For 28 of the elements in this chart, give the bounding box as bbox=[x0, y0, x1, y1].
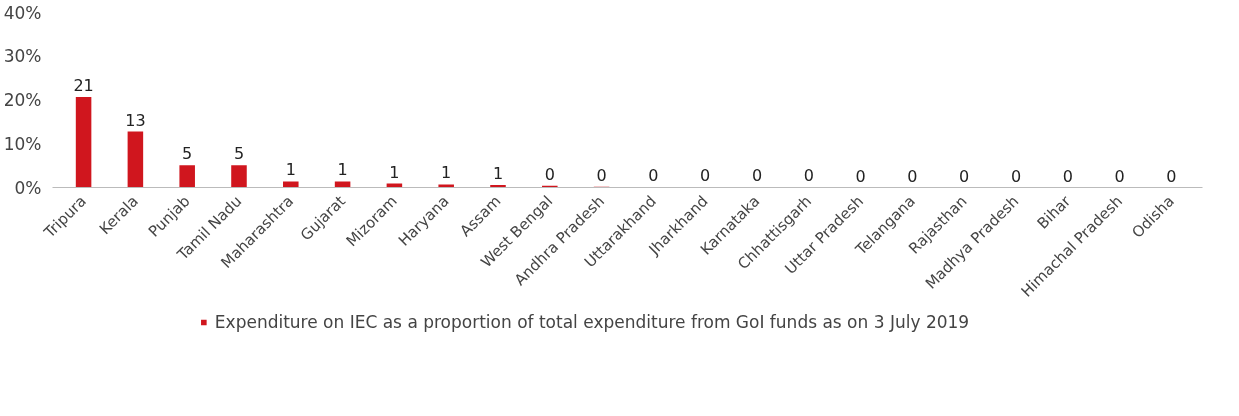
data-label: 1 bbox=[441, 163, 452, 183]
data-label: 21 bbox=[73, 75, 94, 95]
data-label: 5 bbox=[182, 144, 193, 164]
data-label: 0 bbox=[700, 166, 711, 186]
data-label: 0 bbox=[803, 166, 814, 186]
data-label: 1 bbox=[285, 160, 296, 180]
data-label: 0 bbox=[1114, 166, 1125, 186]
y-tick-label: 0% bbox=[14, 177, 42, 198]
data-label: 0 bbox=[648, 166, 659, 186]
data-label: 0 bbox=[1010, 166, 1022, 186]
y-tick-label: 10% bbox=[3, 133, 42, 154]
data-label: 0 bbox=[751, 166, 763, 186]
data-label: 0 bbox=[1166, 166, 1177, 186]
data-label: 13 bbox=[125, 110, 146, 130]
data-label: 0 bbox=[596, 165, 607, 185]
data-label: 5 bbox=[233, 144, 245, 164]
data-label: 1 bbox=[492, 163, 504, 183]
legend-label: Expenditure on IEC as a proportion of total expenditure from GoI funds as on 3 July 2019 bbox=[214, 312, 970, 332]
data-label: 0 bbox=[855, 166, 866, 186]
data-label: 0 bbox=[544, 164, 555, 184]
data-label: 1 bbox=[337, 160, 348, 180]
data-label: 1 bbox=[389, 162, 400, 182]
data-label: 0 bbox=[959, 166, 970, 186]
y-tick-label: 30% bbox=[3, 46, 42, 67]
y-tick-label: 20% bbox=[3, 90, 42, 110]
y-tick-label: 40% bbox=[3, 2, 42, 23]
data-label: 0 bbox=[1062, 166, 1073, 186]
data-label: 0 bbox=[907, 166, 918, 186]
